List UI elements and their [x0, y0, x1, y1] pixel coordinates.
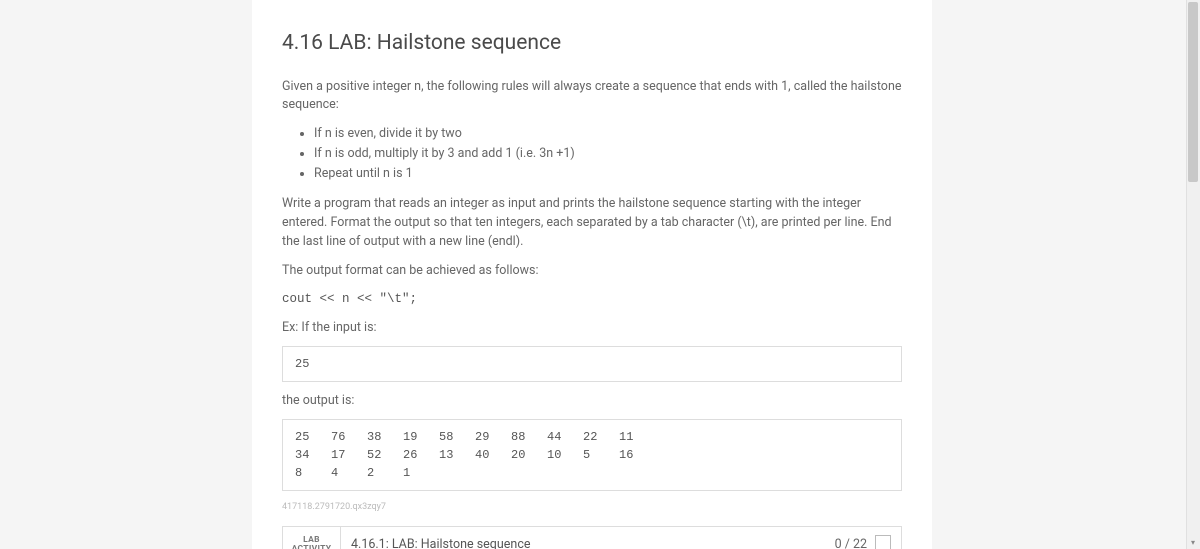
rules-list: If n is even, divide it by two If n is o… — [314, 125, 902, 183]
scrollbar-down-arrow[interactable]: ▾ — [1188, 537, 1198, 547]
input-example-box: 25 — [282, 346, 902, 382]
lab-score: 0 / 22 — [835, 527, 901, 549]
example-output-label: the output is: — [282, 392, 902, 411]
score-text: 0 / 22 — [835, 536, 867, 549]
content-card: 4.16 LAB: Hailstone sequence Given a pos… — [252, 0, 932, 549]
lab-tag-line2: ACTIVITY — [292, 545, 332, 549]
scrollbar-thumb[interactable] — [1188, 2, 1198, 182]
example-input-label: Ex: If the input is: — [282, 319, 902, 338]
list-item: If n is odd, multiply it by 3 and add 1 … — [314, 145, 902, 164]
list-item: If n is even, divide it by two — [314, 125, 902, 144]
format-paragraph: The output format can be achieved as fol… — [282, 262, 902, 281]
watermark-id: 417118.2791720.qx3zqy7 — [282, 501, 902, 515]
list-item: Repeat until n is 1 — [314, 165, 902, 184]
page-root: 4.16 LAB: Hailstone sequence Given a pos… — [0, 0, 1200, 549]
page-title: 4.16 LAB: Hailstone sequence — [282, 28, 902, 60]
output-example-box: 25 76 38 19 58 29 88 44 22 11 34 17 52 2… — [282, 419, 902, 491]
vertical-scrollbar[interactable]: ▾ — [1186, 0, 1200, 549]
instructions-paragraph: Write a program that reads an integer as… — [282, 195, 902, 251]
lab-activity-header: LAB ACTIVITY 4.16.1: LAB: Hailstone sequ… — [282, 526, 902, 549]
bookmark-icon[interactable] — [875, 535, 891, 549]
intro-text: Given a positive integer n, the followin… — [282, 78, 902, 116]
inline-code: cout << n << "\t"; — [282, 290, 902, 309]
lab-activity-title: 4.16.1: LAB: Hailstone sequence — [341, 527, 835, 549]
lab-activity-tag: LAB ACTIVITY — [283, 527, 341, 549]
